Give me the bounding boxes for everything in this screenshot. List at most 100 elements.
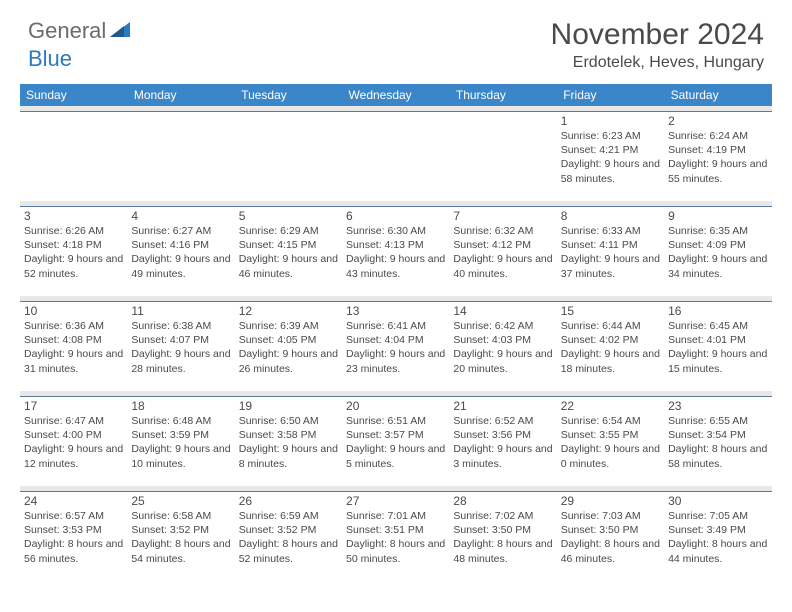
day-number: 26 [239,494,338,508]
day-header: Friday [557,84,664,106]
sunset-text: Sunset: 3:50 PM [561,523,660,537]
day-header: Saturday [664,84,771,106]
day-number: 28 [453,494,552,508]
day-cell: 2Sunrise: 6:24 AMSunset: 4:19 PMDaylight… [664,111,771,201]
day-cell: 4Sunrise: 6:27 AMSunset: 4:16 PMDaylight… [127,206,234,296]
day-info: Sunrise: 6:50 AMSunset: 3:58 PMDaylight:… [239,414,338,471]
day-cell-inner: 24Sunrise: 6:57 AMSunset: 3:53 PMDayligh… [20,491,127,570]
day-cell-inner: 20Sunrise: 6:51 AMSunset: 3:57 PMDayligh… [342,396,449,475]
logo-blue-row: Blue [28,46,72,72]
day-cell-inner: 6Sunrise: 6:30 AMSunset: 4:13 PMDaylight… [342,206,449,285]
day-cell-inner: 1Sunrise: 6:23 AMSunset: 4:21 PMDaylight… [557,111,664,190]
day-info: Sunrise: 6:36 AMSunset: 4:08 PMDaylight:… [24,319,123,376]
sunset-text: Sunset: 4:13 PM [346,238,445,252]
day-cell: 25Sunrise: 6:58 AMSunset: 3:52 PMDayligh… [127,491,234,581]
daylight-text: Daylight: 8 hours and 50 minutes. [346,537,445,565]
day-cell: 14Sunrise: 6:42 AMSunset: 4:03 PMDayligh… [449,301,556,391]
sunset-text: Sunset: 4:21 PM [561,143,660,157]
sunrise-text: Sunrise: 6:57 AM [24,509,123,523]
day-number: 16 [668,304,767,318]
daylight-text: Daylight: 9 hours and 15 minutes. [668,347,767,375]
day-cell: 10Sunrise: 6:36 AMSunset: 4:08 PMDayligh… [20,301,127,391]
day-info: Sunrise: 6:35 AMSunset: 4:09 PMDaylight:… [668,224,767,281]
day-info: Sunrise: 6:33 AMSunset: 4:11 PMDaylight:… [561,224,660,281]
sunrise-text: Sunrise: 6:58 AM [131,509,230,523]
day-cell-inner: 29Sunrise: 7:03 AMSunset: 3:50 PMDayligh… [557,491,664,570]
sunrise-text: Sunrise: 6:50 AM [239,414,338,428]
day-cell-inner: 7Sunrise: 6:32 AMSunset: 4:12 PMDaylight… [449,206,556,285]
day-info: Sunrise: 6:24 AMSunset: 4:19 PMDaylight:… [668,129,767,186]
daylight-text: Daylight: 9 hours and 26 minutes. [239,347,338,375]
sunrise-text: Sunrise: 6:44 AM [561,319,660,333]
daylight-text: Daylight: 9 hours and 10 minutes. [131,442,230,470]
daylight-text: Daylight: 9 hours and 49 minutes. [131,252,230,280]
daylight-text: Daylight: 8 hours and 48 minutes. [453,537,552,565]
sunrise-text: Sunrise: 6:27 AM [131,224,230,238]
day-header-row: SundayMondayTuesdayWednesdayThursdayFrid… [20,84,772,106]
day-cell: 9Sunrise: 6:35 AMSunset: 4:09 PMDaylight… [664,206,771,296]
sunrise-text: Sunrise: 6:33 AM [561,224,660,238]
day-cell: 8Sunrise: 6:33 AMSunset: 4:11 PMDaylight… [557,206,664,296]
daylight-text: Daylight: 9 hours and 52 minutes. [24,252,123,280]
sunrise-text: Sunrise: 6:35 AM [668,224,767,238]
sunset-text: Sunset: 4:18 PM [24,238,123,252]
empty-cell [127,111,234,201]
sunrise-text: Sunrise: 6:55 AM [668,414,767,428]
day-number: 2 [668,114,767,128]
day-header: Sunday [20,84,127,106]
day-number: 3 [24,209,123,223]
sunset-text: Sunset: 4:09 PM [668,238,767,252]
daylight-text: Daylight: 9 hours and 34 minutes. [668,252,767,280]
calendar-body: 1Sunrise: 6:23 AMSunset: 4:21 PMDaylight… [20,106,772,581]
day-cell-inner: 13Sunrise: 6:41 AMSunset: 4:04 PMDayligh… [342,301,449,380]
daylight-text: Daylight: 9 hours and 5 minutes. [346,442,445,470]
day-number: 5 [239,209,338,223]
daylight-text: Daylight: 9 hours and 8 minutes. [239,442,338,470]
sunrise-text: Sunrise: 6:38 AM [131,319,230,333]
sunset-text: Sunset: 4:16 PM [131,238,230,252]
sunrise-text: Sunrise: 6:39 AM [239,319,338,333]
sunset-text: Sunset: 4:15 PM [239,238,338,252]
sunrise-text: Sunrise: 6:30 AM [346,224,445,238]
sunrise-text: Sunrise: 6:47 AM [24,414,123,428]
week-row: 3Sunrise: 6:26 AMSunset: 4:18 PMDaylight… [20,206,772,296]
day-info: Sunrise: 6:48 AMSunset: 3:59 PMDaylight:… [131,414,230,471]
day-cell-inner: 23Sunrise: 6:55 AMSunset: 3:54 PMDayligh… [664,396,771,475]
sunrise-text: Sunrise: 6:54 AM [561,414,660,428]
day-header: Tuesday [235,84,342,106]
sunset-text: Sunset: 3:54 PM [668,428,767,442]
title-block: November 2024 Erdotelek, Heves, Hungary [551,18,764,72]
day-info: Sunrise: 7:03 AMSunset: 3:50 PMDaylight:… [561,509,660,566]
day-cell-inner: 30Sunrise: 7:05 AMSunset: 3:49 PMDayligh… [664,491,771,570]
sunrise-text: Sunrise: 6:26 AM [24,224,123,238]
daylight-text: Daylight: 9 hours and 58 minutes. [561,157,660,185]
day-info: Sunrise: 6:54 AMSunset: 3:55 PMDaylight:… [561,414,660,471]
week-row: 10Sunrise: 6:36 AMSunset: 4:08 PMDayligh… [20,301,772,391]
day-info: Sunrise: 6:58 AMSunset: 3:52 PMDaylight:… [131,509,230,566]
day-cell: 6Sunrise: 6:30 AMSunset: 4:13 PMDaylight… [342,206,449,296]
day-cell-inner: 3Sunrise: 6:26 AMSunset: 4:18 PMDaylight… [20,206,127,285]
day-cell-inner: 12Sunrise: 6:39 AMSunset: 4:05 PMDayligh… [235,301,342,380]
day-cell-inner: 27Sunrise: 7:01 AMSunset: 3:51 PMDayligh… [342,491,449,570]
day-cell-inner: 18Sunrise: 6:48 AMSunset: 3:59 PMDayligh… [127,396,234,475]
day-number: 18 [131,399,230,413]
day-cell-inner: 10Sunrise: 6:36 AMSunset: 4:08 PMDayligh… [20,301,127,380]
day-info: Sunrise: 6:41 AMSunset: 4:04 PMDaylight:… [346,319,445,376]
day-cell: 16Sunrise: 6:45 AMSunset: 4:01 PMDayligh… [664,301,771,391]
sunrise-text: Sunrise: 6:48 AM [131,414,230,428]
sunset-text: Sunset: 3:52 PM [239,523,338,537]
sunrise-text: Sunrise: 6:36 AM [24,319,123,333]
daylight-text: Daylight: 9 hours and 46 minutes. [239,252,338,280]
day-number: 4 [131,209,230,223]
day-cell: 1Sunrise: 6:23 AMSunset: 4:21 PMDaylight… [557,111,664,201]
day-cell: 5Sunrise: 6:29 AMSunset: 4:15 PMDaylight… [235,206,342,296]
day-cell: 17Sunrise: 6:47 AMSunset: 4:00 PMDayligh… [20,396,127,486]
sunset-text: Sunset: 4:07 PM [131,333,230,347]
week-row: 24Sunrise: 6:57 AMSunset: 3:53 PMDayligh… [20,491,772,581]
day-number: 7 [453,209,552,223]
day-cell: 21Sunrise: 6:52 AMSunset: 3:56 PMDayligh… [449,396,556,486]
day-cell-inner: 15Sunrise: 6:44 AMSunset: 4:02 PMDayligh… [557,301,664,380]
day-cell: 7Sunrise: 6:32 AMSunset: 4:12 PMDaylight… [449,206,556,296]
day-number: 12 [239,304,338,318]
day-number: 10 [24,304,123,318]
